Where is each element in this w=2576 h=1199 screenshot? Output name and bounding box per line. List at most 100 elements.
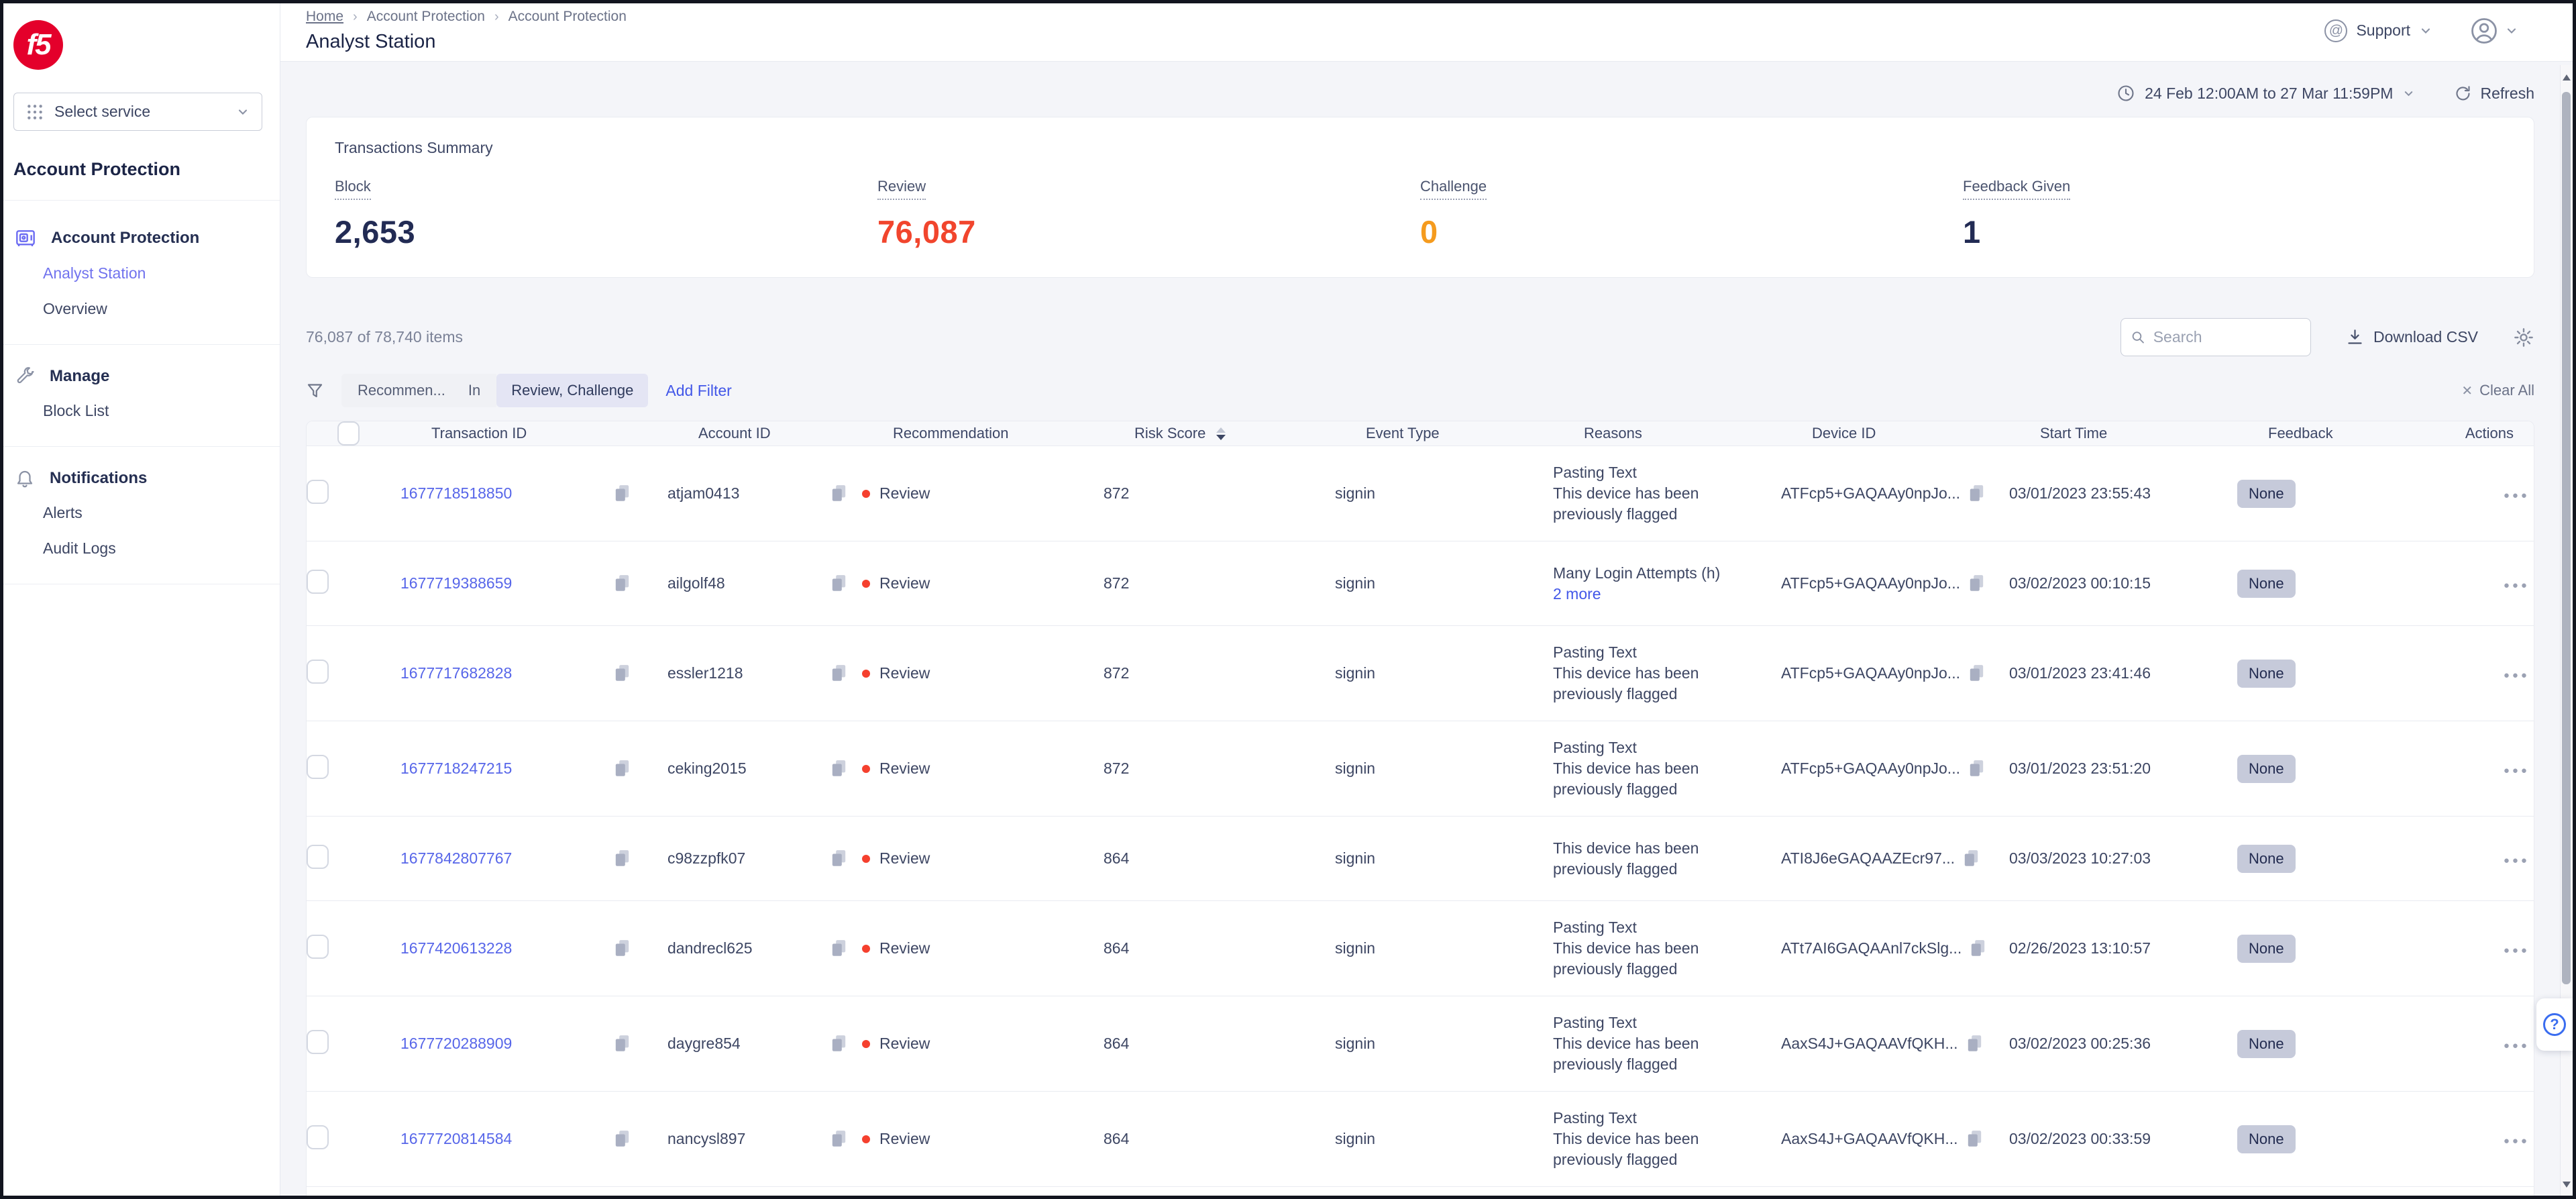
col-risk-score[interactable]: Risk Score xyxy=(1134,425,1366,442)
support-menu[interactable]: @ Support xyxy=(2324,19,2432,42)
copy-icon[interactable] xyxy=(1966,1035,1983,1053)
sidebar-item-audit-logs[interactable]: Audit Logs xyxy=(43,539,116,557)
col-feedback[interactable]: Feedback xyxy=(2268,425,2333,441)
filter-value-chip[interactable]: Review, Challenge xyxy=(496,374,649,407)
row-checkbox[interactable] xyxy=(307,1125,329,1149)
metric-label[interactable]: Challenge xyxy=(1420,178,1487,200)
row-checkbox[interactable] xyxy=(307,479,329,504)
nav-group-head-manage[interactable]: Manage xyxy=(0,360,280,393)
metric-label[interactable]: Block xyxy=(335,178,371,200)
clear-all-button[interactable]: ✕ Clear All xyxy=(2461,382,2534,399)
breadcrumb-home[interactable]: Home xyxy=(306,9,344,24)
metric-label[interactable]: Review xyxy=(877,178,926,200)
copy-icon[interactable] xyxy=(830,760,847,778)
sidebar-item-analyst-station[interactable]: Analyst Station xyxy=(43,264,146,282)
row-actions-button[interactable]: ●●● xyxy=(2503,1135,2530,1147)
transaction-id-link[interactable]: 1677720288909 xyxy=(400,1035,513,1052)
copy-icon[interactable] xyxy=(830,1035,847,1053)
date-range-picker[interactable]: 24 Feb 12:00AM to 27 Mar 11:59PM xyxy=(2116,84,2415,103)
copy-icon[interactable] xyxy=(614,760,631,778)
copy-icon[interactable] xyxy=(1968,760,1985,778)
transaction-id-link[interactable]: 1677719388659 xyxy=(400,574,513,592)
nav-group-head-notifications[interactable]: Notifications xyxy=(0,462,280,495)
row-actions-button[interactable]: ●●● xyxy=(2503,670,2530,681)
clock-icon xyxy=(2118,85,2134,101)
sidebar-item-block-list[interactable]: Block List xyxy=(43,402,109,419)
add-filter-link[interactable]: Add Filter xyxy=(665,381,732,399)
col-start-time[interactable]: Start Time xyxy=(2040,425,2108,441)
scrollbar-down-arrow[interactable] xyxy=(2563,1182,2571,1188)
copy-icon[interactable] xyxy=(830,664,847,683)
transaction-id-link[interactable]: 1677720814584 xyxy=(400,1130,513,1147)
copy-icon[interactable] xyxy=(614,484,631,503)
row-checkbox[interactable] xyxy=(307,844,329,869)
account-menu[interactable] xyxy=(2470,17,2518,45)
col-account-id[interactable]: Account ID xyxy=(698,425,771,441)
copy-icon[interactable] xyxy=(614,1035,631,1053)
search-input[interactable] xyxy=(2153,328,2302,346)
copy-icon[interactable] xyxy=(614,1130,631,1149)
copy-icon[interactable] xyxy=(830,484,847,503)
row-checkbox[interactable] xyxy=(307,754,329,779)
metric-label[interactable]: Feedback Given xyxy=(1963,178,2071,200)
sidebar-item-overview[interactable]: Overview xyxy=(43,300,107,317)
col-reasons[interactable]: Reasons xyxy=(1584,425,1642,441)
filter-field-chip[interactable]: Recommen... In xyxy=(341,374,497,407)
copy-icon[interactable] xyxy=(614,574,631,593)
row-checkbox[interactable] xyxy=(307,659,329,684)
row-actions-button[interactable]: ●●● xyxy=(2503,945,2530,956)
copy-icon[interactable] xyxy=(1968,664,1985,683)
row-actions-button[interactable]: ●●● xyxy=(2503,765,2530,776)
row-checkbox[interactable] xyxy=(307,569,329,594)
copy-icon[interactable] xyxy=(1968,574,1985,593)
copy-icon[interactable] xyxy=(614,939,631,958)
row-actions-button[interactable]: ●●● xyxy=(2503,1040,2530,1051)
sort-arrows-icon[interactable] xyxy=(1216,427,1226,440)
row-actions-button[interactable]: ●●● xyxy=(2503,580,2530,591)
row-checkbox[interactable] xyxy=(307,1029,329,1054)
gear-icon[interactable] xyxy=(2513,327,2534,348)
row-actions-button[interactable]: ●●● xyxy=(2503,855,2530,866)
vertical-scrollbar[interactable] xyxy=(2560,65,2573,1196)
transaction-id-link[interactable]: 1677420613228 xyxy=(400,939,513,957)
device-id-value: AaxS4J+GAQAAVfQKH... xyxy=(1781,1035,1958,1052)
refresh-button[interactable]: Refresh xyxy=(2454,85,2534,103)
copy-icon[interactable] xyxy=(830,849,847,868)
col-event-type[interactable]: Event Type xyxy=(1366,425,1440,441)
bell-icon xyxy=(15,468,35,488)
copy-icon[interactable] xyxy=(830,1130,847,1149)
recommendation-dot xyxy=(862,579,870,588)
copy-icon[interactable] xyxy=(1968,484,1985,503)
sidebar-item-alerts[interactable]: Alerts xyxy=(43,504,83,521)
copy-icon[interactable] xyxy=(614,664,631,683)
transaction-id-link[interactable]: 1677717682828 xyxy=(400,664,513,682)
transaction-id-link[interactable]: 1677842807767 xyxy=(400,849,513,867)
download-csv-button[interactable]: Download CSV xyxy=(2346,328,2478,346)
row-actions-button[interactable]: ●●● xyxy=(2503,490,2530,501)
breadcrumb-account-protection[interactable]: Account Protection xyxy=(366,9,485,24)
copy-icon[interactable] xyxy=(1963,849,1980,868)
reasons-more-link[interactable]: 2 more xyxy=(1553,584,1601,603)
copy-icon[interactable] xyxy=(1966,1130,1983,1149)
transaction-id-link[interactable]: 1677718247215 xyxy=(400,760,513,777)
copy-icon[interactable] xyxy=(830,939,847,958)
copy-icon[interactable] xyxy=(1970,939,1986,958)
scrollbar-thumb[interactable] xyxy=(2562,92,2571,984)
chevron-down-icon xyxy=(2421,28,2430,34)
select-service-dropdown[interactable]: Select service xyxy=(13,93,262,131)
copy-icon[interactable] xyxy=(830,574,847,593)
transaction-id-link[interactable]: 1677718518850 xyxy=(400,484,513,502)
account-id-value: ceking2015 xyxy=(667,760,747,777)
reasons-cell: Pasting Text This device has been previou… xyxy=(1553,642,1781,705)
col-recommendation[interactable]: Recommendation xyxy=(893,425,1009,441)
recommendation-dot xyxy=(862,764,870,773)
scrollbar-up-arrow[interactable] xyxy=(2563,74,2571,81)
row-checkbox[interactable] xyxy=(307,934,329,959)
col-device-id[interactable]: Device ID xyxy=(1812,425,1876,441)
help-button[interactable]: ? xyxy=(2536,998,2573,1051)
col-transaction-id[interactable]: Transaction ID xyxy=(431,425,527,441)
copy-icon[interactable] xyxy=(614,849,631,868)
nav-group-head-account-protection[interactable]: Account Protection xyxy=(0,221,280,256)
select-all-checkbox[interactable] xyxy=(337,421,360,446)
event-type-value: signin xyxy=(1335,1035,1376,1052)
